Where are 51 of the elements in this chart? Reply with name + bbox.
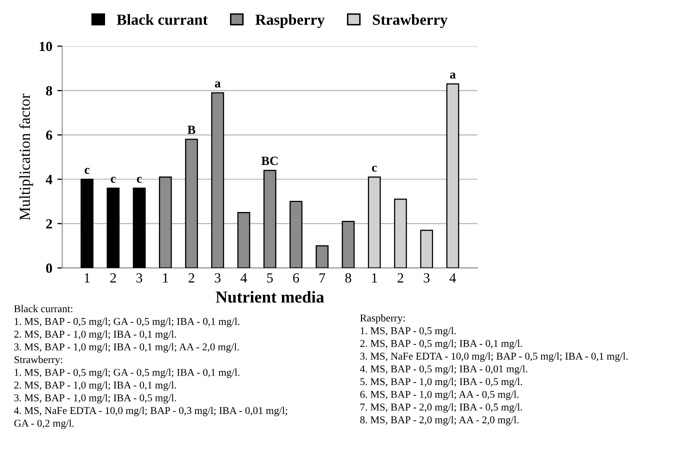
x-tick-label: 1 [163, 273, 168, 282]
x-tick-label: 4 [450, 273, 456, 282]
x-tick-label: 3 [136, 273, 142, 283]
x-tick-label: 2 [188, 273, 194, 282]
bar [185, 138, 198, 268]
x-tick-label: 3 [424, 273, 430, 283]
data-label: a [214, 81, 221, 88]
bar [446, 83, 460, 268]
data-label: c [372, 166, 377, 172]
legend-label: Black currant [116, 14, 208, 25]
bar [368, 176, 381, 268]
bar [211, 92, 224, 268]
x-tick-label: 1 [84, 273, 90, 282]
bar [106, 188, 120, 268]
data-label: BC [261, 156, 278, 166]
bar [263, 170, 276, 268]
y-tick-label: 0 [46, 264, 52, 273]
y-tick-label: 6 [46, 130, 52, 140]
legend-label: Raspberry [255, 14, 325, 28]
y-tick-label: 4 [46, 174, 52, 184]
bar [237, 212, 250, 268]
x-tick-label: 2 [110, 273, 116, 282]
bar [132, 188, 146, 268]
x-tick-label: 4 [240, 273, 248, 282]
bar [342, 220, 355, 268]
x-tick-label: 2 [398, 273, 404, 282]
bar [158, 176, 172, 268]
bar [420, 230, 434, 268]
x-tick-label: 6 [293, 273, 300, 283]
data-label: c [110, 176, 116, 183]
bar [394, 198, 407, 268]
x-tick-label: 7 [320, 273, 326, 282]
legend-label: Strawberry [372, 14, 448, 28]
data-label: a [450, 72, 456, 79]
bar [80, 178, 94, 268]
text: Raspberry: 1. MS, BAP - 0,5 mg/l. 2. MS, BAP - 0,5 mg/l; IBA - 0,1 mg/l. 3. MS, NaFe EDTA - 10,0 mg/l; BAP - 0,5 mg/l; IBA - 0,1 mg/l. 4. MS, BAP - 0,5 mg/l; IBA - 0,01 mg/l. 5. MS, BAP - 1,0 mg/l; IBA - 0,5 mg/l. 6. MS, BAP - 1,0 mg/l; AA - 0,5 mg/l. 7. MS, BAP - 2,0 mg/l; IBA - 0,5 mg/l. 8. MS, BAP - 2,0 mg/l; AA - 2,0 mg/l. [360, 314, 628, 426]
bar [290, 200, 302, 268]
text: Black currant: 1. MS, BAP - 0,5 mg/l; GA - 0,5 mg/l; IBA - 0,1 mg/l. 2. MS, BAP - 1,0 mg/l; IBA - 0,1 mg/l. 3. MS, BAP - 1,0 mg/l; IBA - 0,1 mg/l; AA - 2,0 mg/l. Strawberry: 1. MS, BAP - 0,5 mg/l; GA - 0,5 mg/l; IBA - 0,1 mg/l. 2. MS, BAP - 1,0 mg/l; IBA - 0,1 mg/l. 3. MS, BAP - 1,0 mg/l; IBA - 0,5 mg/l. 4. MS, NaFe EDTA - 10,0 mg/l; BAP - 0,3 mg/l; IBA - 0,01 mg/l; GA - 0,2 mg/l. [14, 304, 288, 429]
x-tick-label: 1 [372, 273, 378, 282]
x-tick-label: 3 [214, 273, 221, 283]
data-label: B [188, 126, 196, 134]
y-tick-label: 10 [40, 42, 52, 52]
y-tick-label: 8 [46, 86, 52, 96]
y-axis-title: Multiplication factor [19, 94, 34, 220]
bar [316, 245, 329, 268]
x-axis-title: Nutrient media [216, 290, 324, 303]
data-label: c [136, 176, 142, 183]
x-tick-label: 5 [267, 273, 273, 283]
y-tick-label: 2 [46, 219, 52, 228]
data-label: c [84, 168, 90, 174]
x-tick-label: 8 [345, 273, 352, 283]
